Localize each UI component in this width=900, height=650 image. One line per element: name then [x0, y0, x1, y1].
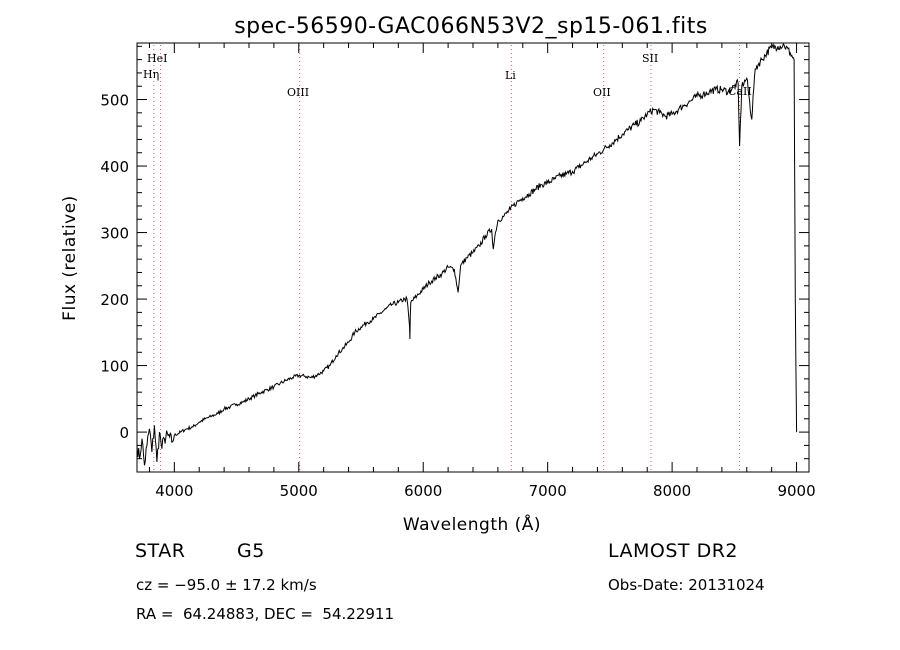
y-tick-label: 300: [100, 225, 129, 243]
redshift-velocity: cz = −95.0 ± 17.2 km/s: [136, 576, 317, 594]
y-axis-label: Flux (relative): [60, 195, 80, 321]
x-tick-label: 6000: [404, 482, 442, 500]
line-label: Li: [505, 69, 516, 82]
line-label: OIII: [287, 86, 309, 99]
y-tick-label: 0: [119, 424, 129, 442]
y-tick-label: 100: [100, 358, 129, 376]
line-label: CaII: [728, 85, 752, 98]
observation-date: Obs-Date: 20131024: [608, 576, 765, 594]
x-axis-label: Wavelength (Å): [403, 513, 541, 535]
x-tick-label: 7000: [529, 482, 567, 500]
survey-name: LAMOST DR2: [608, 540, 738, 562]
x-tick-label: 9000: [777, 482, 815, 500]
x-tick-label: 5000: [280, 482, 318, 500]
line-label: OII: [593, 86, 611, 99]
spectrum-line: [137, 43, 798, 466]
plot-area: HeI Hη OIII Li OII SII CaII: [137, 43, 798, 472]
line-label: Hη: [143, 68, 159, 81]
x-tick-label: 4000: [155, 482, 193, 500]
plot-frame: [136, 42, 810, 473]
y-tick-label: 200: [100, 291, 129, 309]
x-tick-label: 8000: [653, 482, 691, 500]
y-tick-label: 400: [100, 158, 129, 176]
line-label: SII: [642, 52, 658, 65]
axes: 4000 5000 6000 7000 8000 9000 0 100 200 300 400 500: [100, 42, 816, 500]
object-type: STAR: [135, 540, 186, 562]
coordinates: RA = 64.24883, DEC = 54.22911: [136, 605, 395, 623]
subclass: G5: [237, 540, 265, 562]
chart-title: spec-56590-GAC066N53V2_sp15-061.fits: [234, 14, 708, 39]
line-label: HeI: [147, 52, 167, 65]
y-tick-label: 500: [100, 92, 129, 110]
